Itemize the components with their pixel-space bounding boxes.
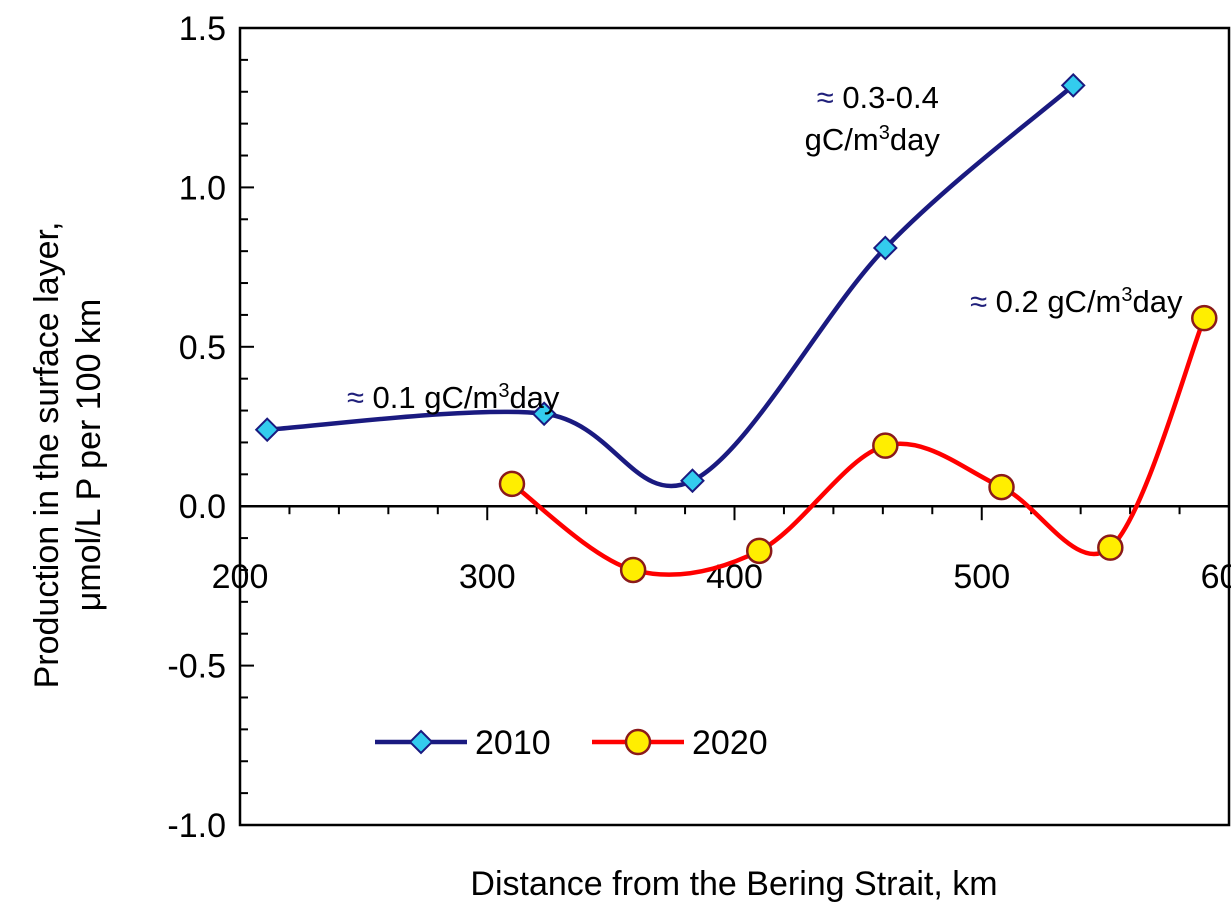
- y-tick-labels: 1.5 1.0 0.5 0.0 -0.5 -1.0: [167, 10, 226, 845]
- data-point-2020: [1097, 534, 1124, 561]
- annotation-text-end: day: [509, 380, 559, 415]
- y-tick-label: 0.0: [179, 488, 226, 526]
- annotation-2: ≈ 0.3-0.4: [817, 80, 939, 115]
- x-axis-title: Distance from the Bering Strait, km: [470, 865, 997, 903]
- annotation-text-end: day: [1133, 284, 1183, 319]
- x-tick-label: 200: [212, 558, 269, 596]
- annotation-text: 0.3-0.4: [842, 80, 939, 115]
- annotation-3: ≈ 0.2 gC/m3day: [970, 284, 1183, 319]
- data-point-2010: [680, 468, 705, 494]
- annotation-superscript: 3: [498, 380, 509, 402]
- series-markers: [254, 72, 1218, 584]
- annotation-superscript: 3: [1121, 284, 1132, 306]
- x-tick-labels: 200 300 400 500 600: [212, 558, 1231, 596]
- x-tick-label: 600: [1201, 558, 1231, 596]
- data-point-2010: [531, 401, 557, 427]
- x-tick-label: 300: [459, 558, 516, 596]
- legend-label-2020: 2020: [692, 724, 768, 762]
- y-tick-label: 1.5: [179, 10, 226, 48]
- y-tick-label: -0.5: [167, 648, 226, 686]
- approx-symbol: ≈: [817, 80, 843, 115]
- y-tick-label: -1.0: [167, 807, 226, 845]
- legend-marker-2010: [408, 729, 434, 755]
- y-minor-ticks: [240, 27, 254, 826]
- annotation-text: 0.2 gC/m: [996, 284, 1122, 319]
- data-point-2020: [1191, 304, 1218, 332]
- series-line-2010: [267, 83, 1075, 489]
- y-tick-label: 0.5: [179, 329, 226, 367]
- approx-symbol: ≈: [970, 284, 996, 319]
- series-lines: [267, 83, 1207, 577]
- y-axis-title-line2: μmol/L P per 100 km: [70, 299, 108, 612]
- data-point-2010: [254, 417, 280, 443]
- legend-marker-2020: [624, 728, 652, 756]
- y-tick-label: 1.0: [179, 169, 226, 207]
- data-point-2020: [619, 556, 647, 584]
- y-axis-title-line1: Production in the surface layer,: [28, 222, 66, 689]
- data-point-2010: [1060, 72, 1086, 98]
- x-tick-label: 400: [706, 558, 763, 596]
- annotations: ≈ 0.1 gC/m3day≈ 0.3-0.4gC/m3day≈ 0.2 gC/…: [347, 80, 1183, 415]
- data-point-2020: [988, 473, 1015, 501]
- x-tick-label: 500: [953, 558, 1010, 596]
- series-line-2020: [510, 317, 1207, 577]
- data-point-2020: [745, 537, 773, 565]
- data-point-2020: [498, 470, 526, 498]
- annotation-text: 0.1 gC/m: [373, 380, 499, 415]
- annotation-text: gC/m: [805, 122, 879, 157]
- plot-frame: [238, 26, 1231, 827]
- annotation-1: ≈ 0.1 gC/m3day: [347, 380, 560, 415]
- annotation-text-end: day: [890, 122, 940, 157]
- data-point-2010: [872, 235, 898, 261]
- legend-label-2010: 2010: [475, 724, 551, 762]
- annotation-superscript: 3: [879, 122, 890, 144]
- approx-symbol: ≈: [347, 380, 373, 415]
- x-minor-ticks: [239, 506, 1230, 521]
- annotation-2-line2: gC/m3day: [805, 122, 941, 157]
- legend: 2010 2020: [375, 724, 768, 762]
- data-point-2020: [872, 432, 899, 459]
